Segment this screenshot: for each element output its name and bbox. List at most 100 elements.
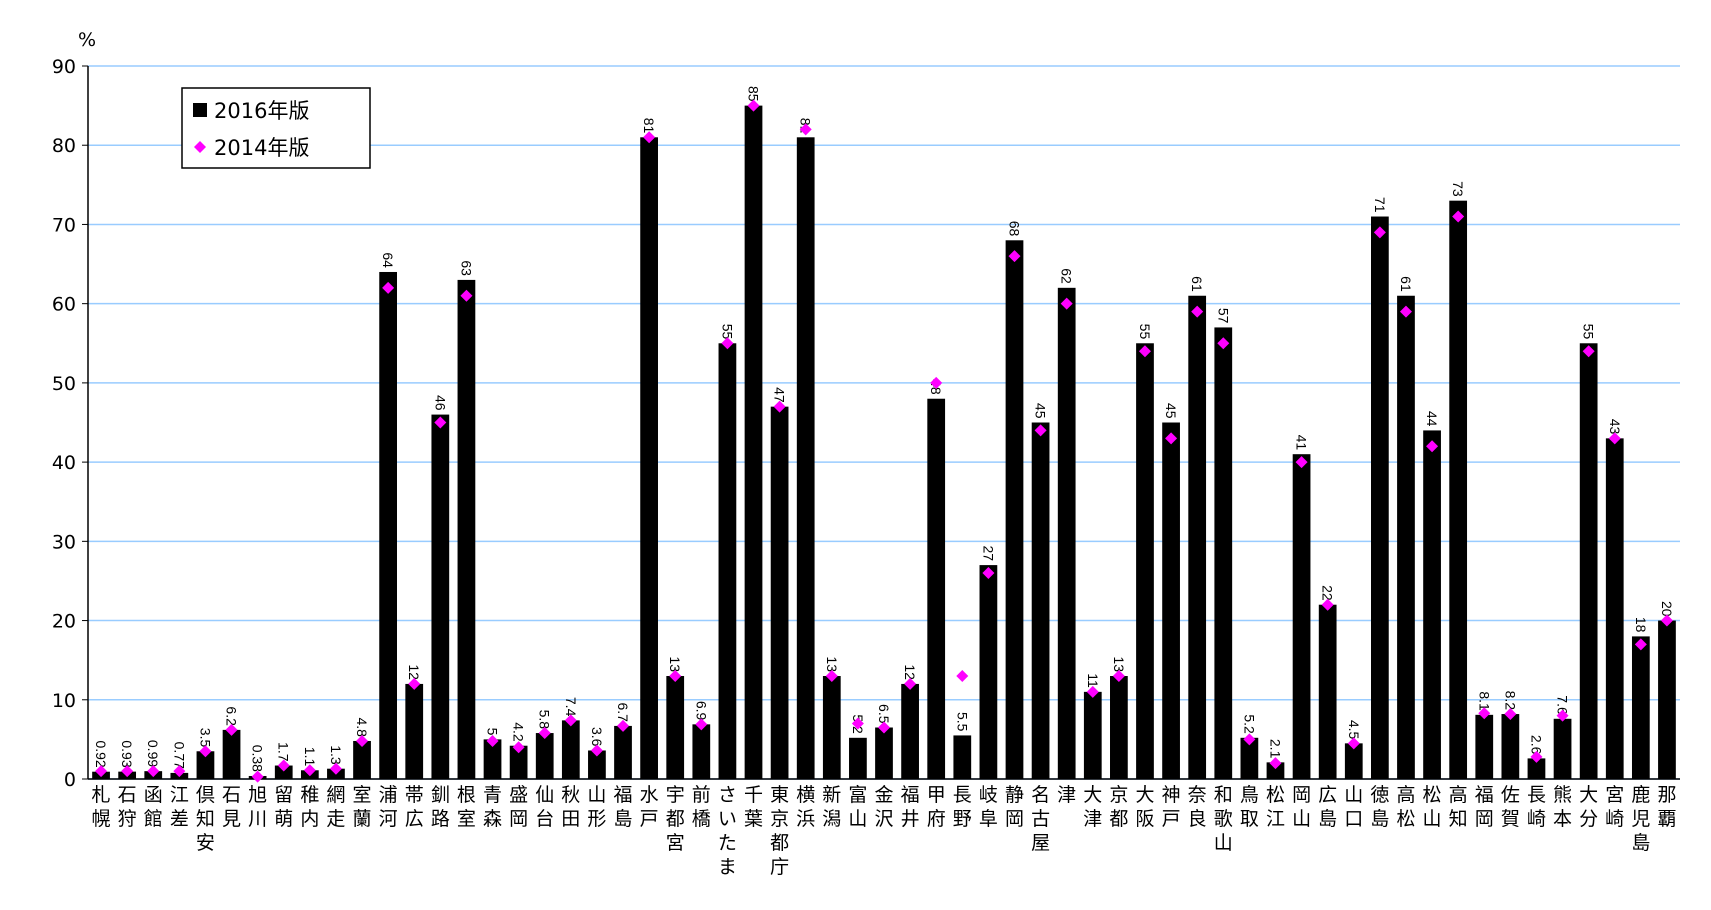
data-label: 4.8 [354,718,370,738]
x-tick-label: 福島 [614,784,633,830]
data-label: 18 [1633,617,1649,633]
data-label: 71 [1372,197,1388,213]
bar [796,137,815,780]
data-label: 7.4 [563,697,579,717]
data-label: 13 [1111,656,1127,672]
marker [251,770,264,783]
bar [770,406,789,779]
x-tick-label: 札幌 [92,784,111,830]
x-tick-label: 福岡 [1475,784,1494,830]
x-tick-label: 鹿児島 [1631,784,1650,854]
x-tick-label: 静岡 [1005,784,1024,830]
bar [1162,422,1180,779]
marker [434,416,447,429]
bar [561,720,580,779]
marker [1112,670,1125,683]
x-tick-label: 佐賀 [1501,784,1520,830]
data-label: 6.9 [693,701,709,721]
data-label: 13 [667,656,683,672]
data-label: 1.3 [328,745,344,765]
data-label: 3.5 [197,728,213,748]
x-tick-label: 仙台 [535,784,554,830]
x-tick-label: 金沢 [874,784,893,830]
marker [956,670,969,683]
bar [849,737,867,779]
data-label: 73 [1450,181,1466,197]
marker [329,762,342,775]
y-tick-label: 20 [52,611,76,633]
marker [121,765,134,778]
data-label: 8.2 [1502,691,1518,711]
marker [173,765,186,778]
marker [1582,345,1595,358]
x-tick-label: 石見 [222,784,241,830]
x-tick-label: 山形 [587,784,606,830]
bar [1579,343,1598,779]
marker [1191,305,1204,318]
legend-label: 2014年版 [214,136,309,160]
marker [1426,440,1439,453]
marker [1243,733,1256,746]
marker [1634,638,1647,651]
data-label: 43 [1607,419,1623,435]
x-tick-label: 那覇 [1657,784,1676,830]
data-label: 5.2 [1241,714,1257,734]
data-label: 1.1 [302,747,318,767]
x-tick-label: 千葉 [744,784,763,830]
bar [457,279,476,779]
data-label: 55 [719,324,735,340]
bar [196,751,215,779]
x-tick-label: 函館 [144,784,163,830]
marker [277,759,290,772]
bar [222,729,241,779]
data-label: 11 [1085,673,1101,688]
bar [666,676,685,779]
marker [1321,598,1334,611]
marker [303,764,316,777]
data-label: 6.2 [224,706,240,726]
bar [1501,714,1520,779]
marker [382,281,395,294]
data-label: 4.2 [511,722,527,742]
marker [95,765,108,778]
x-tick-label: 大津 [1083,784,1102,830]
x-tick-label: 室蘭 [353,784,372,830]
marker [486,734,499,747]
x-tick-label: 熊本 [1553,784,1572,830]
marker [1608,432,1621,445]
marker [1086,685,1099,698]
marker [1504,708,1517,721]
x-tick-label: 松江 [1266,784,1285,830]
marker [1373,226,1386,239]
data-label: 2.1 [1267,739,1283,759]
data-label: 45 [1163,403,1179,419]
data-label: 13 [824,656,840,672]
y-tick-label: 50 [52,373,76,395]
marker [564,714,577,727]
x-tick-label: 和歌山 [1214,784,1233,854]
x-tick-label: 長野 [953,784,972,830]
data-label: 6.5 [876,704,892,724]
x-tick-label: 宇都宮 [666,784,685,854]
bar [744,105,763,780]
data-label: 81 [641,118,657,134]
data-label: 61 [1189,276,1205,292]
data-label: 46 [432,395,448,411]
data-label: 5.8 [537,710,553,730]
data-label: 68 [1006,221,1022,237]
marker [1165,432,1178,445]
marker [1478,707,1491,720]
x-tick-label: 青森 [483,784,502,830]
x-tick-label: 横浜 [796,784,815,830]
bar [1449,200,1468,779]
data-label: 20 [1659,601,1675,617]
bar [875,727,893,779]
data-label: 0.92 [93,740,109,767]
marker [721,337,734,350]
marker [1530,750,1543,763]
marker [904,677,917,690]
x-tick-label: 福井 [901,784,920,830]
data-label: 5 [485,728,501,736]
bar [1344,743,1363,779]
marker [825,670,838,683]
